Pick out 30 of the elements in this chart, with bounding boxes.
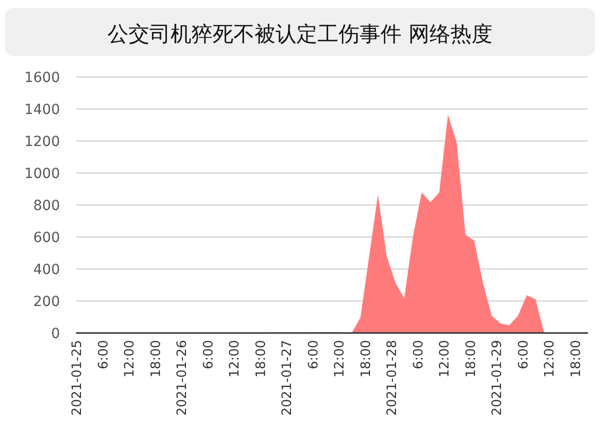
x-tick-label: 18:00: [568, 340, 584, 378]
y-tick-label: 1400: [24, 102, 60, 118]
x-tick-label: 12:00: [542, 340, 558, 378]
x-tick-label: 18:00: [464, 340, 479, 378]
x-tick-label: 12:00: [228, 340, 243, 378]
x-tick-label: 2021-01-26: [175, 340, 190, 416]
x-tick-label: 6:00: [96, 340, 112, 370]
y-tick-label: 200: [33, 294, 60, 310]
y-tick-label: 1200: [24, 134, 60, 150]
y-tick-label: 600: [33, 230, 60, 246]
x-tick-label: 18:00: [148, 340, 164, 378]
x-tick-label: 12:00: [122, 340, 138, 378]
x-tick-label: 18:00: [358, 340, 374, 378]
x-tick-label: 6:00: [306, 340, 322, 370]
y-tick-label: 400: [33, 262, 60, 278]
x-tick-label: 2021-01-27: [280, 340, 296, 416]
x-tick-label: 12:00: [332, 340, 348, 378]
x-tick-label: 6:00: [411, 340, 426, 370]
x-tick-label: 2021-01-25: [70, 340, 85, 416]
x-tick-label: 2021-01-29: [490, 340, 506, 416]
y-tick-label: 1600: [24, 70, 60, 86]
x-tick-label: 12:00: [438, 340, 453, 378]
x-tick-label: 2021-01-28: [385, 340, 400, 416]
y-tick-label: 1000: [24, 166, 60, 182]
y-tick-label: 0: [51, 326, 60, 342]
chart-title: 公交司机猝死不被认定工伤事件 网络热度: [108, 22, 492, 46]
x-tick-label: 6:00: [201, 340, 216, 370]
x-tick-label: 6:00: [516, 340, 532, 370]
y-tick-label: 800: [33, 198, 60, 214]
x-tick-label: 18:00: [254, 340, 269, 378]
